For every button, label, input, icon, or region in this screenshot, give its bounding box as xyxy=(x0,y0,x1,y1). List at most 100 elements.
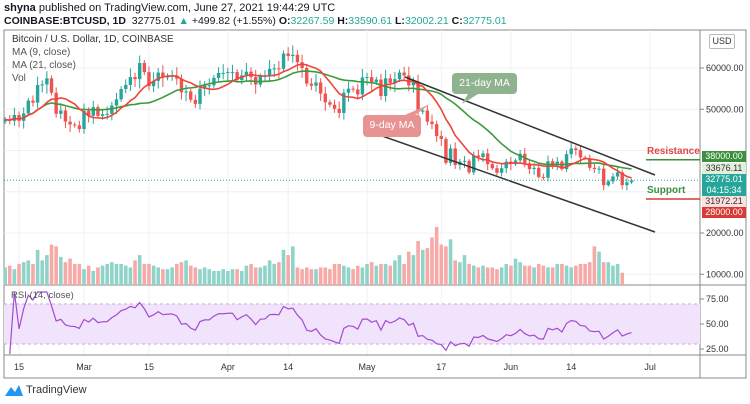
volume-bar xyxy=(453,260,457,285)
volume-bar xyxy=(365,263,369,285)
candle-body xyxy=(337,108,341,113)
author[interactable]: shyna xyxy=(4,2,36,14)
symbol: COINBASE:BTCUSD, 1D xyxy=(4,15,126,27)
volume-bar xyxy=(3,267,7,285)
annotation-support: Support xyxy=(647,185,686,196)
candle xyxy=(267,59,272,83)
candle xyxy=(35,76,40,109)
price-tick-label: 50000.00 xyxy=(706,104,744,114)
volume-bar xyxy=(105,263,109,285)
candle xyxy=(230,64,235,82)
candle xyxy=(314,74,318,92)
legend-ma21[interactable]: MA (21, close) xyxy=(12,60,76,71)
volume-bar xyxy=(226,270,230,285)
volume-bar xyxy=(72,263,77,285)
volume-bar xyxy=(96,267,100,285)
volume-bar xyxy=(569,267,573,285)
candle-body xyxy=(189,91,193,100)
volume-bar xyxy=(476,267,481,285)
volume-bar xyxy=(564,265,569,285)
candle-body xyxy=(448,148,453,163)
candle xyxy=(151,72,156,93)
volume-bar xyxy=(425,248,430,285)
volume-bar xyxy=(40,260,45,285)
callout-pointer xyxy=(462,94,478,104)
annotation-resistance: Resistance xyxy=(647,146,700,157)
currency-button[interactable]: USD xyxy=(709,34,735,49)
candle-body xyxy=(434,124,439,137)
volume-bar xyxy=(606,262,611,285)
volume-bar xyxy=(300,269,304,285)
candle xyxy=(444,136,448,165)
volume-bar xyxy=(536,263,541,285)
candle-body xyxy=(202,85,207,89)
volume-bar xyxy=(523,265,527,285)
candle xyxy=(45,71,49,94)
candle-body xyxy=(221,72,225,74)
volume-bar xyxy=(239,270,244,285)
volume-bar xyxy=(485,267,490,285)
candle-body xyxy=(26,100,31,114)
time-tick-label: Apr xyxy=(221,362,235,372)
rsi-tick-label: 75.00 xyxy=(706,294,729,304)
candle-body xyxy=(45,78,49,85)
candle xyxy=(119,86,123,102)
volume-bar xyxy=(541,265,546,285)
publish-info: shyna published on TradingView.com, June… xyxy=(4,2,335,14)
candle xyxy=(110,101,114,121)
candle-body xyxy=(625,182,629,186)
annotation-21-day-ma: 21-day MA xyxy=(452,73,517,94)
volume-bar xyxy=(379,263,383,285)
candle-body xyxy=(374,79,379,83)
price-change: +499.82 (+1.55%) xyxy=(191,15,276,27)
open-label: O: xyxy=(278,15,291,27)
price-tick-label: 10000.00 xyxy=(706,269,744,279)
low-label: L: xyxy=(395,15,405,27)
candle-body xyxy=(161,72,165,78)
volume-bar xyxy=(221,269,225,285)
candle-body xyxy=(73,124,77,126)
volume-bar xyxy=(560,263,564,285)
time-tick-label: 14 xyxy=(566,362,576,372)
legend-vol[interactable]: Vol xyxy=(12,73,26,84)
price-tick-label: 20000.00 xyxy=(706,228,744,238)
volume-bar xyxy=(374,265,379,285)
candle xyxy=(193,94,198,108)
legend-ma9[interactable]: MA (9, close) xyxy=(12,47,71,58)
volume-bar xyxy=(555,263,560,285)
price-tick-label: 60000.00 xyxy=(706,63,744,73)
candle xyxy=(541,173,546,181)
volume-bar xyxy=(574,265,578,285)
ma9-price-tag: 31972.21 xyxy=(702,196,746,207)
candle-body xyxy=(615,172,620,177)
volume-bar xyxy=(351,269,355,285)
candle xyxy=(281,50,286,72)
candle xyxy=(328,99,332,108)
candle xyxy=(434,120,439,142)
candle xyxy=(133,72,137,87)
volume-bar xyxy=(578,263,583,285)
volume-bar xyxy=(77,263,82,285)
candle xyxy=(31,95,35,107)
candle-body xyxy=(411,81,416,86)
volume-bar xyxy=(495,269,499,285)
volume-bar xyxy=(277,262,281,285)
legend-rsi[interactable]: RSI (14, close) xyxy=(11,290,74,301)
candle-body xyxy=(267,68,272,76)
candle-body xyxy=(63,110,68,122)
candle-body xyxy=(476,155,481,158)
volume-bar xyxy=(249,263,253,285)
candle-body xyxy=(606,181,611,186)
tradingview-logo[interactable]: TradingView xyxy=(5,384,87,396)
volume-bar xyxy=(216,270,221,285)
candle-body xyxy=(393,79,397,83)
candle xyxy=(63,106,68,129)
last-price: 32775.01 xyxy=(131,15,176,27)
symbol-bar: COINBASE:BTCUSD, 1D 32775.01 ▲ +499.82 (… xyxy=(4,15,507,27)
candle xyxy=(365,72,369,86)
volume-bar xyxy=(434,227,439,285)
volume-bar xyxy=(202,267,207,285)
volume-bar xyxy=(235,269,239,285)
candle xyxy=(546,155,550,182)
